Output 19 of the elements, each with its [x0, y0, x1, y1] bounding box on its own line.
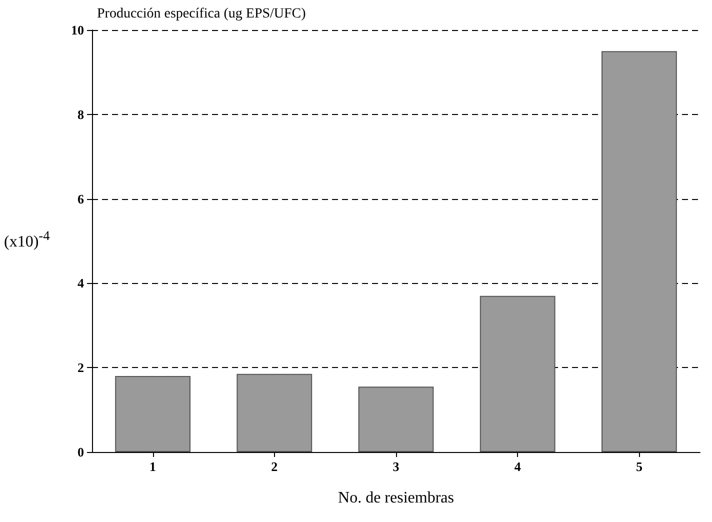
- bar: [602, 51, 677, 452]
- y-tick-label: 6: [78, 191, 84, 206]
- y-tick-label: 2: [78, 360, 84, 376]
- chart-title: Producción específica (ug EPS/UFC): [97, 6, 306, 22]
- bar: [236, 374, 312, 452]
- bar: [358, 386, 434, 452]
- x-tick-label: 5: [636, 459, 643, 474]
- y-tick-label: 8: [78, 106, 84, 122]
- y-tick-label: 10: [71, 22, 84, 38]
- x-axis-title: No. de resiembras: [338, 490, 454, 506]
- x-tick-label: 3: [392, 459, 400, 474]
- bar: [115, 376, 190, 452]
- y-axis-title: (x10)$^{-4}$: [4, 228, 50, 252]
- y-tick-label: 4: [78, 276, 84, 291]
- x-tick-label: 1: [150, 459, 156, 474]
- x-tick-label: 2: [271, 459, 278, 474]
- x-tick-label: 4: [514, 459, 522, 474]
- y-tick-label: 0: [78, 444, 84, 460]
- bar: [480, 296, 556, 452]
